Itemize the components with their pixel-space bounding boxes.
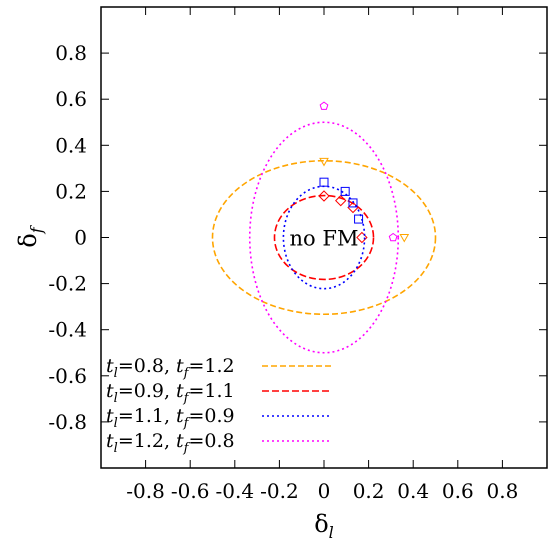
y-tick-label: 0.4 [55, 133, 87, 157]
x-axis-label: δl [314, 510, 334, 542]
legend-label: tl=1.1, tf=0.9 [106, 405, 235, 431]
y-tick-label: -0.6 [48, 364, 87, 388]
legend-label: tl=0.8, tf=1.2 [106, 355, 235, 381]
y-tick-label: -0.8 [48, 410, 87, 434]
series-curve-2 [273, 194, 375, 281]
y-tick-label: 0.8 [55, 41, 87, 65]
axis-ticks: -0.8 -0.6 -0.4 -0.2 0 0.2 0.4 0.6 0.8-0.8-0.6-0.… [48, 7, 547, 503]
series-marker [340, 186, 350, 196]
series-marker [318, 190, 330, 202]
y-tick-label: 0.2 [55, 179, 87, 203]
x-tick-label: 0 [318, 479, 331, 503]
y-tick-label: -0.2 [48, 272, 87, 296]
y-tick-label: 0.6 [55, 87, 87, 111]
no-fm-annotation: no FM [290, 227, 359, 251]
series-curve-1 [211, 159, 437, 316]
legend-label: tl=0.9, tf=1.1 [106, 380, 235, 406]
series-marker [388, 232, 398, 242]
y-tick-label: 0 [74, 226, 87, 250]
legend: tl=0.8, tf=1.2tl=0.9, tf=1.1tl=1.1, tf=0… [106, 355, 332, 456]
series-marker [348, 198, 358, 208]
series-marker [335, 194, 347, 207]
x-tick-label: -0.4 [216, 479, 255, 503]
y-tick-label: -0.4 [48, 318, 87, 342]
x-tick-label: -0.2 [260, 479, 299, 503]
series-marker [319, 157, 329, 167]
series-marker [399, 234, 410, 243]
y-axis-label: δf [14, 224, 46, 247]
series-marker [319, 101, 329, 110]
x-tick-label: 0.4 [397, 479, 429, 503]
x-tick-label: 0.8 [486, 479, 518, 503]
x-tick-label: 0.6 [442, 479, 474, 503]
series-marker [319, 177, 329, 187]
series-marker [356, 231, 368, 244]
legend-label: tl=1.2, tf=0.8 [106, 430, 235, 456]
x-tick-label: -0.8 [126, 479, 165, 503]
plot-content [211, 101, 437, 354]
series-curve-4 [248, 121, 400, 354]
series-marker [354, 214, 364, 224]
x-tick-label: -0.6 [171, 479, 210, 503]
x-tick-label: 0.2 [353, 479, 385, 503]
